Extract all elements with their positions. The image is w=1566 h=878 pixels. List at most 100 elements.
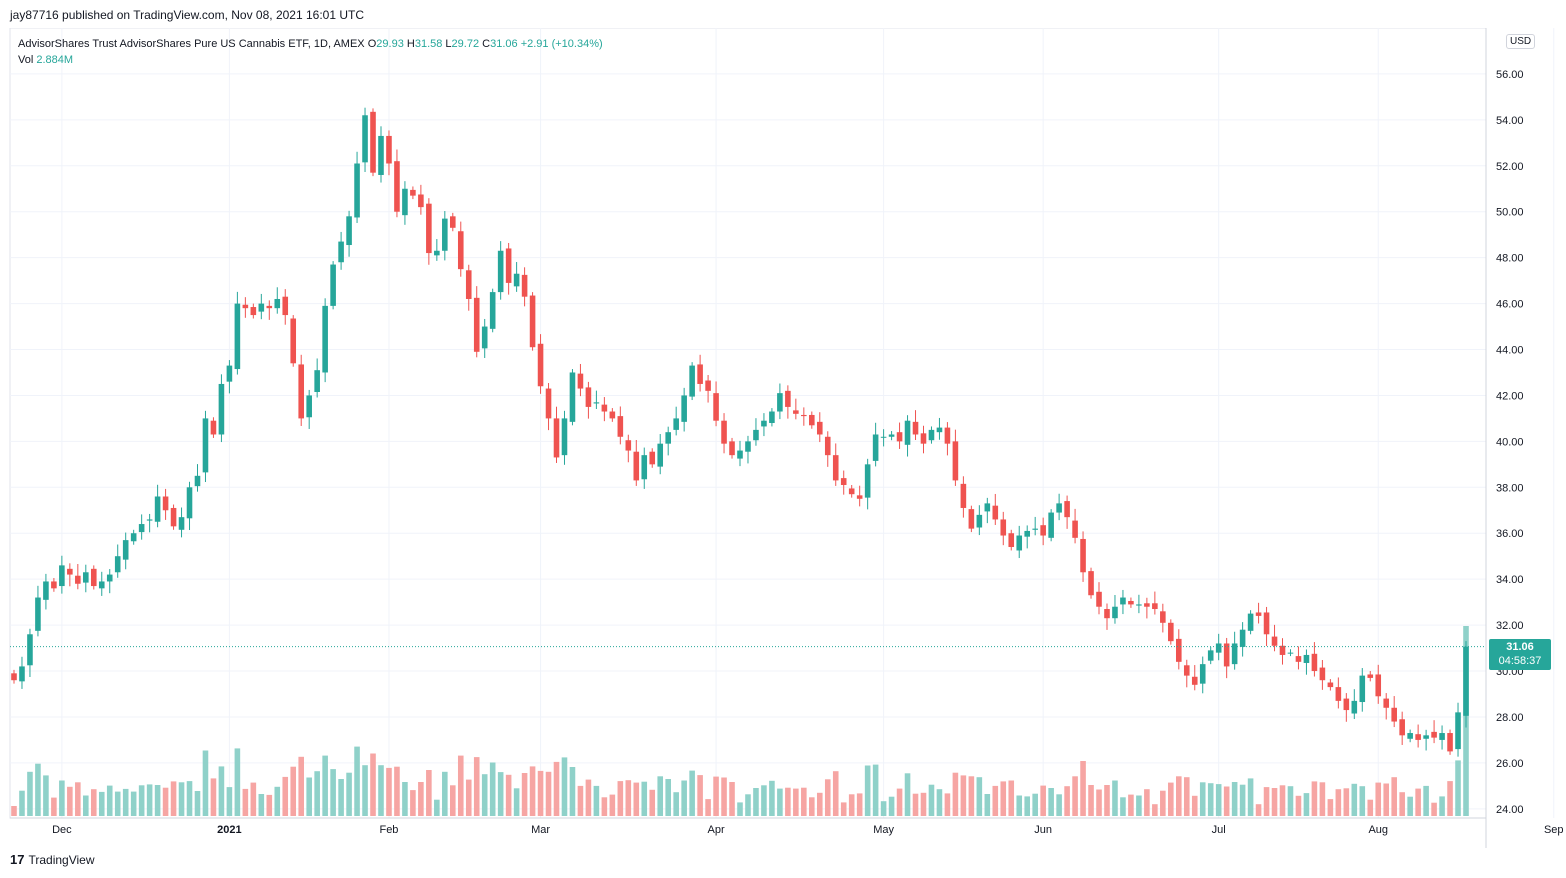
volume-bar bbox=[1383, 783, 1390, 816]
volume-bar bbox=[681, 780, 687, 816]
volume-bar bbox=[1319, 782, 1326, 816]
bar-countdown: 04:58:37 bbox=[1498, 655, 1542, 667]
candle-body bbox=[793, 410, 799, 414]
volume-bar bbox=[1000, 781, 1007, 816]
candle-body bbox=[1295, 656, 1302, 662]
volume-bar bbox=[1295, 795, 1302, 816]
volume-bar bbox=[513, 788, 520, 816]
tradingview-brand[interactable]: 17 TradingView bbox=[10, 852, 95, 867]
time-tick-label: May bbox=[873, 824, 894, 836]
volume-bar bbox=[745, 794, 751, 816]
candle-body bbox=[537, 343, 544, 387]
candle-body bbox=[1367, 674, 1374, 678]
volume-bar bbox=[1112, 780, 1118, 816]
chart-frame[interactable]: 24.0026.0028.0030.0032.0034.0036.0038.00… bbox=[0, 28, 1566, 848]
candle-body bbox=[864, 464, 871, 498]
candle-body bbox=[314, 370, 320, 392]
volume-bar bbox=[1223, 786, 1230, 816]
candle-body bbox=[434, 250, 440, 256]
candle-body bbox=[51, 581, 57, 589]
volume-bar bbox=[1128, 794, 1134, 816]
time-axis[interactable]: Dec2021FebMarAprMayJunJulAugSepOctNov bbox=[52, 824, 1566, 836]
candle-body bbox=[234, 303, 241, 370]
volume-bar bbox=[529, 766, 536, 816]
volume-bar bbox=[1359, 786, 1366, 816]
volume-bar bbox=[154, 785, 161, 816]
plot-area[interactable] bbox=[9, 28, 1487, 819]
volume-bar bbox=[689, 770, 695, 816]
volume-bar bbox=[896, 788, 903, 816]
volume-bar bbox=[1303, 793, 1310, 816]
volume-bar bbox=[1160, 790, 1166, 816]
candle-body bbox=[1080, 538, 1086, 573]
volume-bar bbox=[793, 788, 799, 816]
candle-body bbox=[19, 666, 25, 682]
candle-body bbox=[553, 418, 560, 458]
candle-body bbox=[593, 402, 600, 404]
price-tick-label: 34.00 bbox=[1496, 574, 1524, 586]
volume-bar bbox=[1391, 777, 1397, 816]
candle-body bbox=[721, 420, 727, 444]
candle-body bbox=[75, 575, 81, 584]
price-tick-label: 44.00 bbox=[1496, 345, 1524, 357]
candle-body bbox=[1399, 719, 1405, 736]
candle-body bbox=[785, 390, 791, 407]
volume-bar bbox=[633, 782, 640, 816]
candle-body bbox=[1175, 638, 1182, 662]
candle-body bbox=[968, 509, 975, 529]
time-tick-label: Jun bbox=[1034, 824, 1052, 836]
publisher-line: jay87716 published on TradingView.com, N… bbox=[10, 8, 365, 22]
volume-value: 2.884M bbox=[36, 54, 74, 66]
time-tick-label: Aug bbox=[1368, 824, 1388, 836]
candle-body bbox=[1383, 698, 1390, 708]
price-tick-label: 54.00 bbox=[1496, 115, 1524, 127]
candle-body bbox=[529, 295, 536, 348]
volume-bar bbox=[1263, 787, 1270, 816]
candle-body bbox=[1136, 604, 1142, 606]
currency-button[interactable]: USD bbox=[1506, 34, 1536, 49]
candle-body bbox=[186, 487, 193, 519]
volume-bar bbox=[394, 766, 400, 816]
candle-body bbox=[601, 404, 608, 412]
volume-bar bbox=[1287, 786, 1294, 816]
close-label: C bbox=[482, 38, 491, 50]
candle-body bbox=[274, 298, 281, 309]
volume-bar bbox=[346, 772, 352, 816]
volume-bar bbox=[753, 788, 759, 816]
candle-body bbox=[1407, 733, 1413, 739]
candle-body bbox=[1000, 519, 1007, 536]
candle-body bbox=[362, 115, 368, 163]
candle-body bbox=[872, 434, 879, 461]
volume-bar bbox=[290, 766, 297, 816]
candle-body bbox=[59, 565, 65, 587]
candle-body bbox=[1223, 643, 1230, 667]
volume-bar bbox=[83, 795, 89, 816]
candle-body bbox=[936, 427, 943, 433]
volume-bar bbox=[1024, 796, 1031, 816]
candle-body bbox=[282, 296, 289, 316]
candle-body bbox=[617, 416, 624, 437]
candle-body bbox=[920, 433, 927, 444]
volume-bar bbox=[59, 780, 65, 816]
volume-bar bbox=[186, 781, 193, 816]
high-value: 31.58 bbox=[414, 38, 443, 50]
candle-body bbox=[35, 597, 41, 631]
candle-body bbox=[840, 478, 847, 486]
candle-body bbox=[569, 372, 576, 422]
price-tick-label: 46.00 bbox=[1496, 299, 1524, 311]
candle-body bbox=[1431, 731, 1437, 738]
volume-bar bbox=[1327, 799, 1334, 816]
candle-body bbox=[1096, 591, 1102, 607]
volume-bar bbox=[1415, 788, 1421, 816]
candle-body bbox=[801, 414, 807, 417]
volume-bar bbox=[19, 790, 25, 816]
candle-body bbox=[1168, 622, 1174, 642]
candle-body bbox=[1327, 682, 1334, 688]
candle-body bbox=[394, 161, 400, 212]
volume-bar bbox=[378, 765, 384, 816]
volume-bar bbox=[872, 764, 879, 816]
volume-bar bbox=[801, 787, 807, 816]
volume-bar bbox=[51, 797, 57, 816]
price-axis[interactable]: 24.0026.0028.0030.0032.0034.0036.0038.00… bbox=[1496, 69, 1524, 816]
candle-body bbox=[896, 432, 903, 442]
